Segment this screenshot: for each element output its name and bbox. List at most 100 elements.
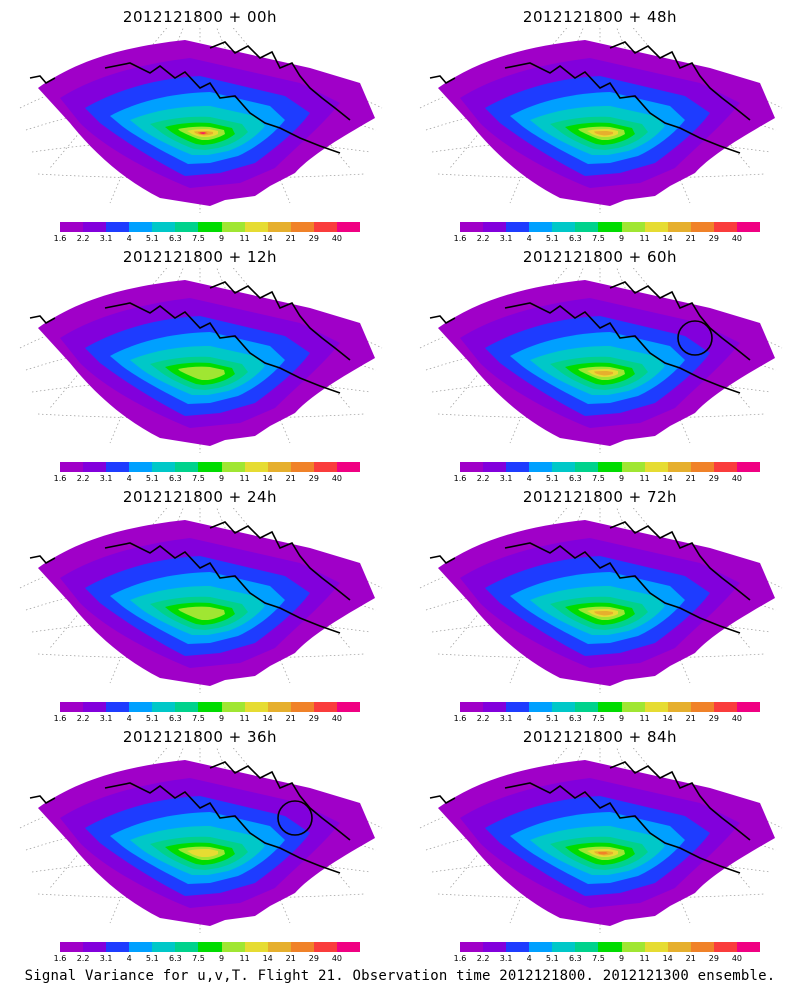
colorbar: [60, 942, 361, 952]
colorbar-swatch: [713, 942, 737, 952]
map-panel: 2012121800 + 36h 1.6 2.2 3.1 4 5.1 6.3 7.5 9 11 14…: [0, 720, 400, 963]
colorbar-swatch: [244, 702, 268, 712]
colorbar: [60, 222, 361, 232]
colorbar-swatch: [529, 462, 553, 472]
colorbar-tick-label: 1.6: [53, 954, 67, 963]
colorbar-swatch: [506, 462, 530, 472]
colorbar-swatch: [290, 702, 314, 712]
panel-title: 2012121800 + 12h: [122, 248, 278, 266]
figure-caption: Signal Variance for u,v,T. Flight 21. Ob…: [24, 968, 776, 984]
colorbar-tick-label: 9: [618, 474, 625, 483]
colorbar-tick-label: 21: [285, 714, 296, 723]
colorbar-swatch: [83, 462, 107, 472]
colorbar-tick-label: 40: [331, 714, 343, 723]
colorbar-tick-label: 5.1: [145, 714, 159, 723]
colorbar-swatch: [83, 222, 107, 232]
colorbar-swatch: [460, 942, 484, 952]
colorbar-swatch: [575, 462, 599, 472]
colorbar-swatch: [552, 942, 576, 952]
colorbar-swatch: [621, 462, 645, 472]
colorbar-tick-label: 4: [126, 474, 132, 483]
colorbar-ticks: 1.6 2.2 3.1 4 5.1 6.3 7.5 9 11 14 21 29 40: [454, 714, 760, 724]
colorbar-tick-label: 5.1: [145, 954, 159, 963]
colorbar-tick-label: 7.5: [192, 954, 205, 963]
colorbar-swatch: [460, 462, 484, 472]
colorbar-swatch: [713, 222, 737, 232]
colorbar-swatch: [667, 702, 691, 712]
colorbar-swatch: [313, 222, 337, 232]
colorbar: [460, 942, 761, 952]
colorbar-swatch: [736, 942, 761, 952]
colorbar-tick-label: 9: [218, 714, 225, 723]
colorbar-tick-label: 4: [526, 714, 532, 723]
colorbar-tick-label: 29: [308, 474, 319, 483]
colorbar-tick-label: 14: [662, 234, 673, 243]
colorbar-ticks: 1.6 2.2 3.1 4 5.1 6.3 7.5 9 11 14 21 29 40: [54, 474, 360, 484]
colorbar-swatch: [221, 702, 245, 712]
colorbar-tick-label: 7.5: [592, 954, 605, 963]
map-panel: 2012121800 + 48h 1.6 2.2 3.1 4 5.1 6.3 7.5 9 11 14…: [400, 0, 800, 243]
colorbar: [460, 702, 761, 712]
colorbar-tick-label: 29: [708, 234, 719, 243]
colorbar-swatch: [529, 942, 553, 952]
colorbar-tick-label: 7.5: [192, 714, 205, 723]
colorbar-tick-label: 7.5: [592, 234, 605, 243]
colorbar-tick-label: 2.2: [476, 714, 490, 723]
colorbar-swatch: [290, 462, 314, 472]
colorbar-swatch: [267, 462, 291, 472]
colorbar-swatch: [244, 222, 268, 232]
colorbar-swatch: [175, 222, 199, 232]
colorbar-swatch: [690, 222, 714, 232]
colorbar-swatch: [313, 462, 337, 472]
colorbar-swatch: [336, 462, 361, 472]
colorbar-tick-label: 6.3: [569, 234, 582, 243]
colorbar-tick-label: 5.1: [545, 234, 559, 243]
colorbar-tick-label: 6.3: [169, 234, 182, 243]
colorbar-swatch: [575, 702, 599, 712]
colorbar-tick-label: 1.6: [453, 474, 467, 483]
colorbar-tick-label: 29: [708, 954, 719, 963]
colorbar-tick-label: 3.1: [499, 234, 513, 243]
colorbar-swatch: [644, 942, 668, 952]
colorbar-swatch: [598, 942, 622, 952]
colorbar-swatch: [267, 222, 291, 232]
colorbar: [60, 462, 361, 472]
colorbar-swatch: [575, 222, 599, 232]
colorbar-ticks: 1.6 2.2 3.1 4 5.1 6.3 7.5 9 11 14 21 29 40: [54, 954, 360, 964]
colorbar-tick-label: 11: [239, 234, 250, 243]
highlight-circle: [277, 800, 313, 836]
colorbar-tick-label: 9: [218, 474, 225, 483]
colorbar-swatch: [152, 222, 176, 232]
colorbar-swatch: [313, 942, 337, 952]
colorbar-swatch: [60, 462, 84, 472]
colorbar-swatch: [83, 702, 107, 712]
colorbar-swatch: [713, 702, 737, 712]
colorbar-tick-label: 6.3: [169, 474, 182, 483]
colorbar-swatch: [60, 702, 84, 712]
colorbar-tick-label: 9: [618, 954, 625, 963]
colorbar-swatch: [713, 462, 737, 472]
colorbar-swatch: [175, 942, 199, 952]
colorbar-tick-label: 3.1: [99, 474, 113, 483]
polar-stereographic-map: [419, 268, 783, 453]
colorbar-swatch: [175, 702, 199, 712]
colorbar-swatch: [290, 942, 314, 952]
colorbar-tick-label: 14: [262, 714, 273, 723]
colorbar-tick-label: 1.6: [53, 234, 67, 243]
colorbar-tick-label: 4: [126, 234, 132, 243]
variance-contours: [38, 40, 375, 206]
colorbar-swatch: [336, 222, 361, 232]
coastline: [29, 41, 351, 154]
colorbar-tick-label: 2.2: [76, 234, 90, 243]
colorbar-tick-label: 21: [285, 954, 296, 963]
variance-contours: [438, 280, 775, 446]
colorbar-tick-label: 11: [639, 714, 650, 723]
colorbar-ticks: 1.6 2.2 3.1 4 5.1 6.3 7.5 9 11 14 21 29 40: [54, 714, 360, 724]
colorbar-swatch: [267, 942, 291, 952]
colorbar-tick-label: 1.6: [453, 234, 467, 243]
polar-stereographic-map: [19, 748, 383, 933]
polar-stereographic-map: [419, 28, 783, 213]
colorbar-swatch: [106, 942, 130, 952]
colorbar-swatch: [644, 462, 668, 472]
colorbar-tick-label: 21: [685, 234, 696, 243]
